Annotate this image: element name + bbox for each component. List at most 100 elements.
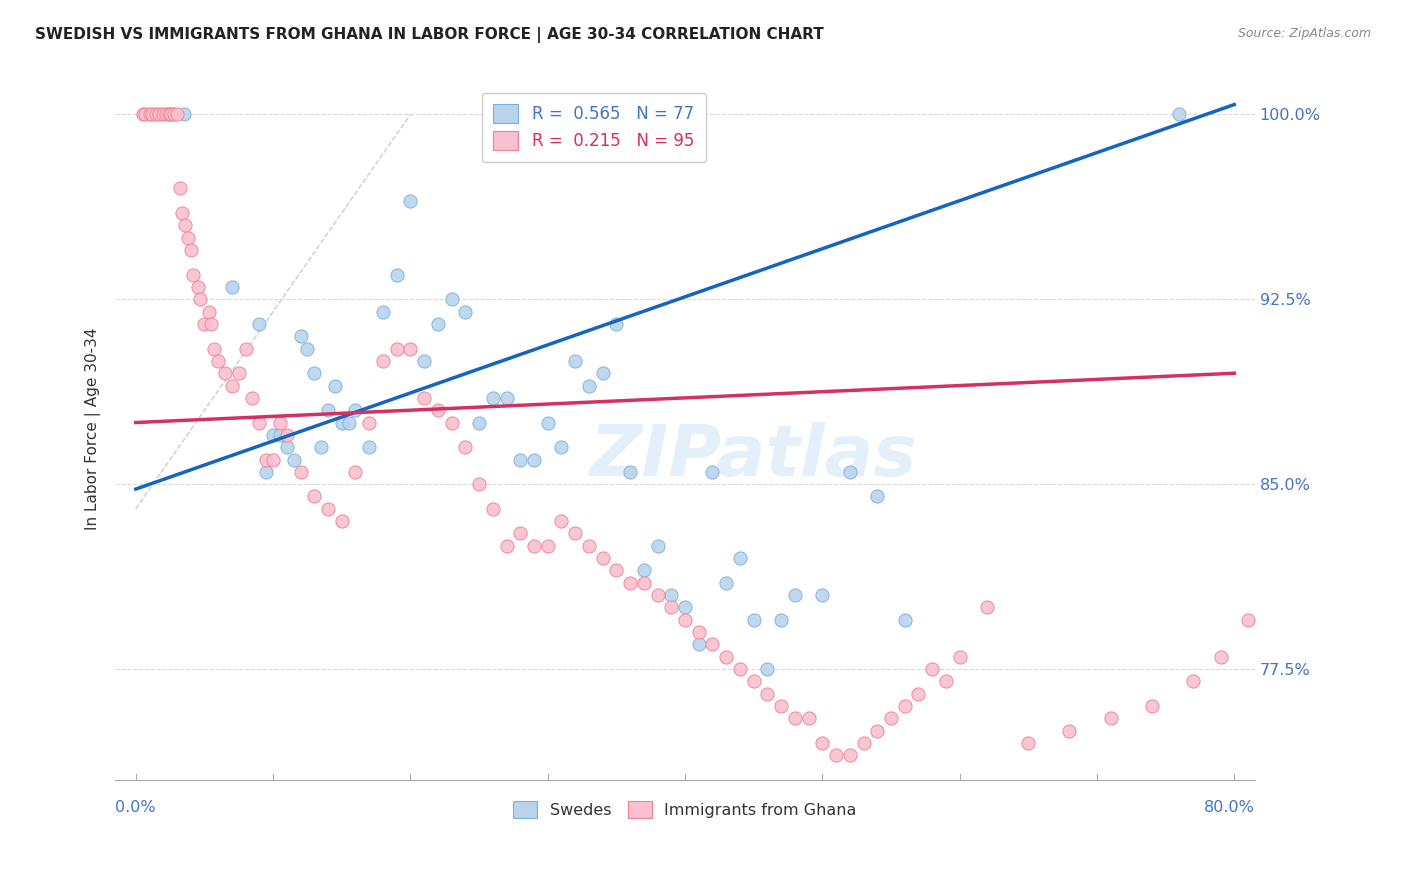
Point [523,452,546,467]
Point [385,268,408,282]
Legend: Swedes, Immigrants from Ghana: Swedes, Immigrants from Ghana [508,795,863,825]
Point [688,625,710,640]
Point [783,711,806,725]
Point [247,416,270,430]
Text: SWEDISH VS IMMIGRANTS FROM GHANA IN LABOR FORCE | AGE 30-34 CORRELATION CHART: SWEDISH VS IMMIGRANTS FROM GHANA IN LABO… [35,27,824,43]
Point [673,613,696,627]
Point [172,206,194,220]
Point [174,219,197,233]
Point [523,539,546,553]
Point [197,304,219,318]
Point [188,293,211,307]
Point [481,391,503,405]
Point [619,465,641,479]
Point [134,107,156,121]
Point [893,613,915,627]
Point [141,107,163,121]
Point [202,342,225,356]
Point [756,687,779,701]
Point [173,107,195,121]
Point [399,194,422,208]
Point [1059,723,1081,738]
Point [221,280,243,294]
Point [152,107,174,121]
Y-axis label: In Labor Force | Age 30-34: In Labor Force | Age 30-34 [86,327,101,530]
Point [440,416,463,430]
Point [592,366,614,380]
Point [304,366,326,380]
Point [163,107,186,121]
Point [235,342,257,356]
Point [756,662,779,676]
Point [276,428,298,442]
Point [413,391,436,405]
Point [564,526,586,541]
Point [440,293,463,307]
Point [344,403,367,417]
Point [344,465,367,479]
Point [976,600,998,615]
Point [770,698,793,713]
Point [716,575,738,590]
Text: ZIPatlas: ZIPatlas [589,422,917,491]
Point [160,107,183,121]
Point [949,649,972,664]
Point [159,107,181,121]
Point [426,317,449,331]
Point [838,748,860,763]
Point [468,416,491,430]
Point [359,416,381,430]
Point [385,342,408,356]
Point [1319,501,1341,516]
Point [893,698,915,713]
Point [688,637,710,651]
Point [1237,613,1260,627]
Point [1264,575,1286,590]
Point [742,613,765,627]
Point [509,526,531,541]
Point [921,662,943,676]
Point [283,452,305,467]
Point [254,465,277,479]
Point [148,107,170,121]
Point [155,107,177,121]
Point [481,501,503,516]
Point [157,107,180,121]
Point [183,268,205,282]
Point [550,514,572,528]
Point [907,687,929,701]
Point [169,181,191,195]
Point [290,465,312,479]
Point [221,378,243,392]
Point [852,736,875,750]
Point [247,317,270,331]
Point [537,416,560,430]
Point [269,428,291,442]
Point [177,230,200,244]
Point [647,539,669,553]
Point [797,711,820,725]
Point [454,440,477,454]
Point [702,637,724,651]
Point [1017,736,1039,750]
Point [242,391,264,405]
Point [316,403,339,417]
Point [262,452,284,467]
Point [659,600,682,615]
Point [935,674,957,689]
Point [659,588,682,602]
Point [578,539,600,553]
Point [200,317,222,331]
Point [592,551,614,566]
Point [309,440,332,454]
Point [413,354,436,368]
Point [564,354,586,368]
Point [728,662,751,676]
Point [254,452,277,467]
Point [728,551,751,566]
Point [880,711,903,725]
Point [811,588,834,602]
Point [371,354,394,368]
Point [509,452,531,467]
Text: Source: ZipAtlas.com: Source: ZipAtlas.com [1237,27,1371,40]
